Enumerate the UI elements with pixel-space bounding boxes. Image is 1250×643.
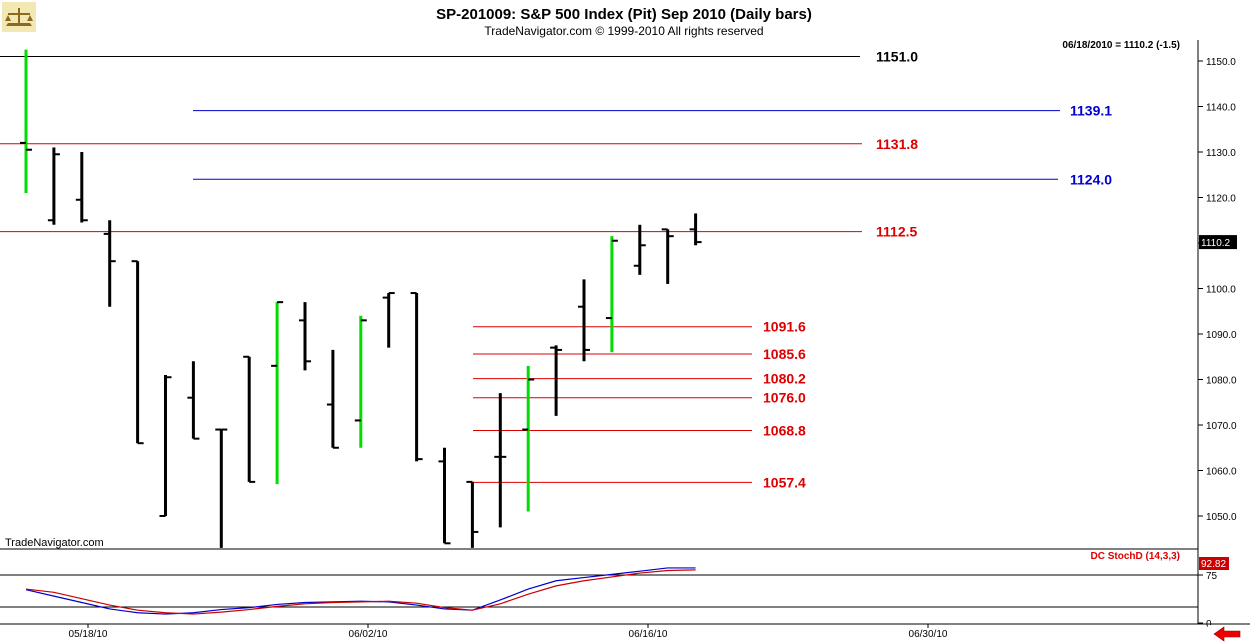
level-label: 1151.0 [876,48,918,64]
level-label: 1076.0 [763,390,806,406]
logo[interactable] [2,2,36,32]
price-tick-label: 1070.0 [1206,421,1237,432]
stochastic-tick-label: 0 [1206,619,1212,630]
date-tick-label: 06/02/10 [349,629,388,640]
current-value-label: 92.82 [1201,559,1226,570]
support-resistance-levels: 1151.0 1139.1 1131.8 1124.0 1112.5 1091.6 1085… [0,48,1112,490]
current-price-box [1199,235,1237,250]
level-label: 1085.6 [763,346,806,362]
stochastic-line [25,567,696,615]
date-axis-ticks: 05/18/10 06/02/10 06/16/10 06/30/10 [69,624,948,640]
stochastic-tick-label: 75 [1206,571,1218,582]
watermark: TradeNavigator.com [5,537,104,549]
date-tick-label: 05/18/10 [69,629,108,640]
stochastic-panel [0,567,1198,615]
current-price-marker: 1110.2 [1199,235,1237,250]
price-tick-label: 1100.0 [1206,285,1236,296]
price-tick-label: 1130.0 [1206,148,1236,159]
indicator-title: DC StochD (14,3,3) [1091,551,1180,562]
chart-title: SP-201009: S&P 500 Index (Pit) Sep 2010 … [436,6,812,23]
level-label: 1112.5 [876,224,917,240]
level-label: 1139.1 [1070,103,1112,119]
level-label: 1057.4 [763,474,806,490]
current-value-box [1199,557,1229,570]
price-axis-ticks: 1050.0 1060.0 1070.0 1080.0 1090.0 1100.0 1110… [1198,57,1237,523]
date-tick-label: 06/30/10 [909,629,948,640]
level-label: 1091.6 [763,319,806,335]
price-tick-label: 1150.0 [1206,57,1236,68]
stochastic-line [25,569,696,615]
price-tick-label: 1050.0 [1206,512,1237,523]
red-left-arrow-icon [1213,626,1241,642]
date-tick-label: 06/16/10 [629,629,668,640]
scroll-left-button[interactable] [1208,625,1250,643]
last-quote-text: 06/18/2010 = 1110.2 (-1.5) [1062,40,1180,51]
level-label: 1131.8 [876,136,918,152]
level-label: 1080.2 [763,371,806,387]
price-tick-label: 1120.0 [1206,194,1236,205]
price-bars [20,49,702,548]
price-tick-label: 1060.0 [1206,467,1237,478]
level-label: 1124.0 [1070,171,1112,187]
price-tick-label: 1080.0 [1206,376,1237,387]
copyright-text: TradeNavigator.com © 1999-2010 All right… [484,24,763,38]
stochastic-axis-ticks: 92.82 0 75 [1198,557,1229,630]
price-tick-label: 1140.0 [1206,103,1236,114]
price-tick-label: 1090.0 [1206,330,1237,341]
balance-scale-icon [5,8,33,26]
level-label: 1068.8 [763,422,806,438]
current-price-label: 1110.2 [1201,238,1231,249]
